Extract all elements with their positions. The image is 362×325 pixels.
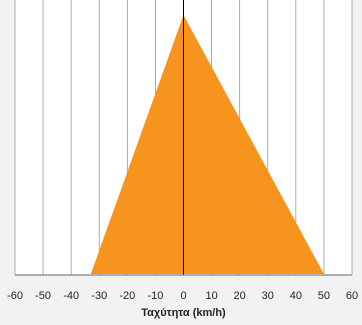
x-tick-labels: -60 -50 -40 -30 -20 -10 0 10 20 30 40 50 60 [7,290,358,302]
x-tick-label: -10 [147,290,163,302]
distribution-shape [90,15,324,274]
x-tick-label: -20 [119,290,135,302]
x-axis-title: Ταχύτητα (km/h) [141,307,226,319]
x-tick-label: 30 [262,290,274,302]
x-tick-label: 50 [318,290,330,302]
x-tick-label: 10 [205,290,217,302]
x-tick-label: -40 [63,290,79,302]
x-tick-label: 0 [180,290,186,302]
x-tick-label: -30 [91,290,107,302]
x-tick-label: 60 [346,290,358,302]
x-tick-label: -60 [7,290,23,302]
x-tick-label: 20 [234,290,246,302]
x-tick-label: 40 [290,290,302,302]
x-tick-label: -50 [35,290,51,302]
